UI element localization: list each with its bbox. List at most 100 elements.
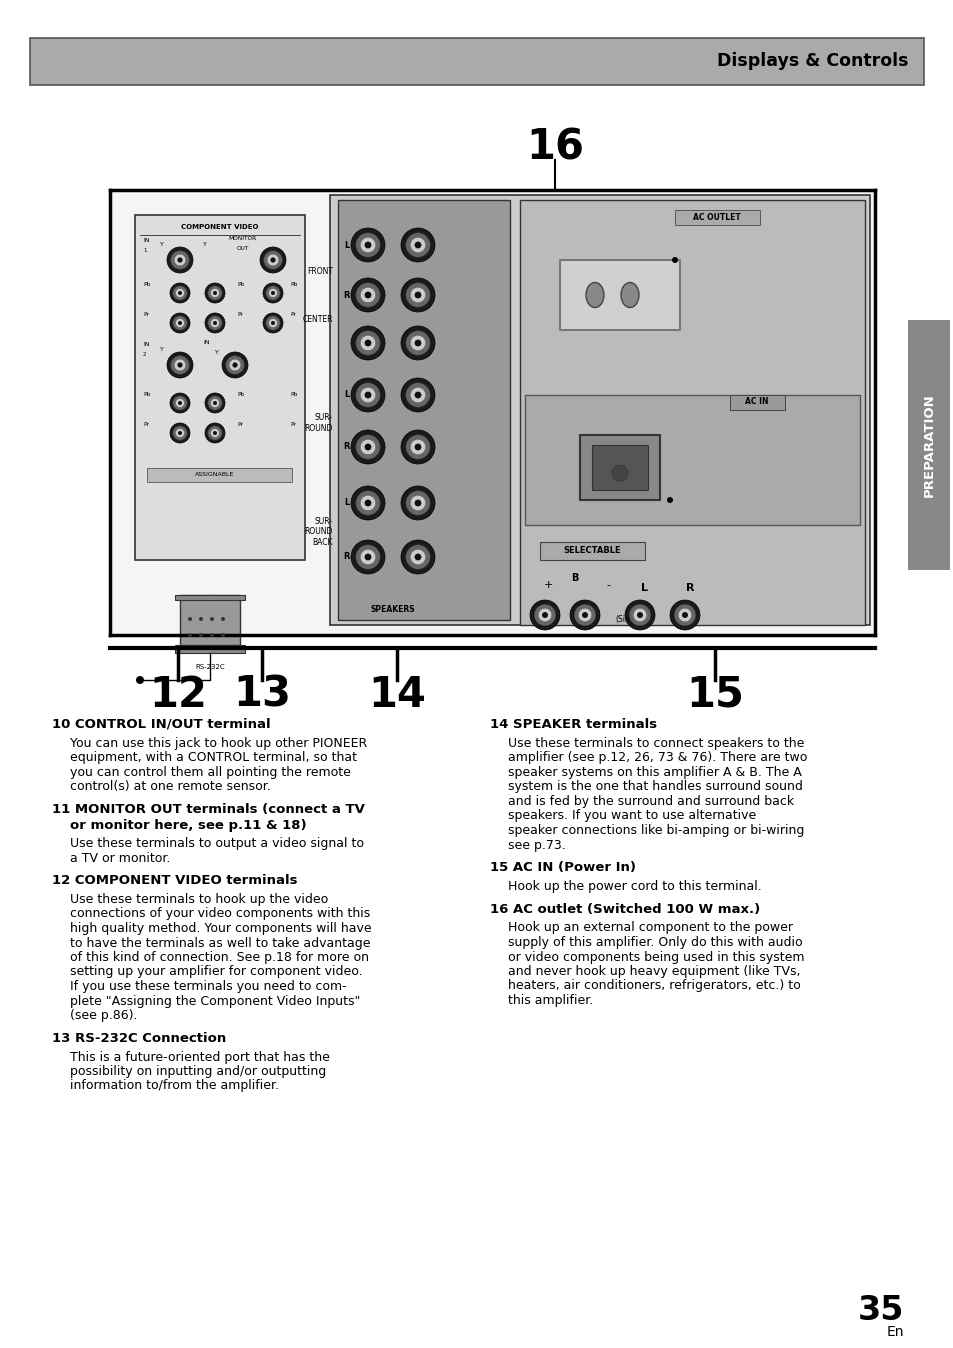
Text: possibility on inputting and/or outputting: possibility on inputting and/or outputti… [70, 1065, 326, 1078]
Circle shape [208, 426, 222, 441]
Circle shape [170, 394, 190, 412]
Circle shape [400, 541, 435, 574]
Circle shape [669, 600, 700, 630]
Text: speaker systems on this amplifier A & B. The A: speaker systems on this amplifier A & B.… [507, 766, 801, 779]
Text: Pr: Pr [290, 422, 295, 427]
Circle shape [263, 313, 283, 333]
Text: R: R [343, 291, 350, 299]
Circle shape [355, 233, 380, 257]
Text: 15 AC IN (Power In): 15 AC IN (Power In) [490, 861, 636, 874]
Circle shape [188, 634, 192, 638]
Text: 14 SPEAKER terminals: 14 SPEAKER terminals [490, 718, 657, 731]
Circle shape [637, 612, 642, 617]
Text: SELECTABLE: SELECTABLE [562, 546, 620, 555]
Text: 16: 16 [525, 127, 583, 168]
Circle shape [360, 287, 375, 303]
Circle shape [360, 439, 375, 454]
Text: COMPONENT VIDEO: COMPONENT VIDEO [181, 224, 258, 231]
Circle shape [172, 315, 187, 330]
Text: 14: 14 [368, 674, 425, 716]
Circle shape [174, 359, 186, 371]
Text: heaters, air conditioners, refrigerators, etc.) to: heaters, air conditioners, refrigerators… [507, 980, 800, 992]
Circle shape [674, 604, 695, 625]
Text: IN: IN [143, 237, 150, 243]
Text: +: + [543, 580, 552, 590]
Circle shape [355, 435, 380, 460]
Text: (see p.86).: (see p.86). [70, 1010, 137, 1022]
Text: R: R [343, 442, 350, 452]
Text: or video components being used in this system: or video components being used in this s… [507, 950, 803, 964]
Circle shape [671, 257, 678, 263]
Circle shape [170, 313, 190, 333]
Circle shape [233, 363, 237, 368]
Text: -: - [605, 580, 609, 590]
Text: control(s) at one remote sensor.: control(s) at one remote sensor. [70, 780, 271, 794]
Text: Pb: Pb [290, 392, 297, 398]
Text: and never hook up heavy equipment (like TVs,: and never hook up heavy equipment (like … [507, 965, 800, 979]
Text: R: R [685, 582, 694, 593]
Bar [180, 594, 240, 644]
Circle shape [351, 430, 385, 464]
Bar [675, 210, 760, 225]
Circle shape [136, 675, 144, 683]
Text: Hook up the power cord to this terminal.: Hook up the power cord to this terminal. [507, 880, 760, 892]
Text: Pr: Pr [143, 313, 149, 318]
Text: supply of this amplifier. Only do this with audio: supply of this amplifier. Only do this w… [507, 936, 801, 949]
Text: setting up your amplifier for component video.: setting up your amplifier for component … [70, 965, 362, 979]
Text: Y: Y [160, 243, 164, 248]
Circle shape [574, 604, 596, 625]
Text: 11 MONITOR OUT terminals (connect a TV: 11 MONITOR OUT terminals (connect a TV [52, 803, 364, 816]
Circle shape [351, 377, 385, 412]
Circle shape [222, 352, 248, 377]
Text: system is the one that handles surround sound: system is the one that handles surround … [507, 780, 802, 794]
Circle shape [351, 326, 385, 360]
Circle shape [221, 617, 225, 621]
Text: to have the terminals as well to take advantage: to have the terminals as well to take ad… [70, 937, 370, 949]
Text: Pb: Pb [290, 283, 297, 287]
Circle shape [410, 336, 425, 350]
Bar [592, 445, 647, 491]
Ellipse shape [585, 283, 603, 307]
Circle shape [405, 283, 430, 307]
Circle shape [221, 634, 225, 638]
Text: If you use these terminals you need to com-: If you use these terminals you need to c… [70, 980, 346, 993]
Circle shape [405, 435, 430, 460]
Text: AC OUTLET: AC OUTLET [693, 213, 740, 221]
Text: information to/from the amplifier.: information to/from the amplifier. [70, 1080, 278, 1092]
Circle shape [351, 487, 385, 520]
Circle shape [581, 612, 587, 617]
Circle shape [270, 257, 275, 263]
Text: high quality method. Your components will have: high quality method. Your components wil… [70, 922, 372, 936]
Circle shape [405, 383, 430, 407]
Text: AC IN: AC IN [744, 398, 768, 407]
Bar [147, 468, 292, 483]
Circle shape [268, 318, 277, 328]
Circle shape [400, 278, 435, 311]
Circle shape [355, 491, 380, 515]
Circle shape [415, 340, 421, 346]
Circle shape [360, 495, 375, 511]
Bar [524, 395, 859, 524]
Circle shape [199, 617, 203, 621]
Circle shape [351, 228, 385, 262]
Bar [579, 435, 659, 500]
Circle shape [178, 431, 182, 435]
Text: L: L [344, 240, 350, 249]
Bar [135, 214, 305, 559]
Circle shape [364, 340, 371, 346]
Circle shape [405, 330, 430, 356]
Circle shape [172, 426, 187, 441]
Text: OUT: OUT [236, 245, 249, 251]
Text: MONITOR: MONITOR [229, 236, 257, 240]
Circle shape [208, 396, 222, 410]
Text: or monitor here, see p.11 & 18): or monitor here, see p.11 & 18) [70, 820, 306, 832]
Text: SUR-
ROUND: SUR- ROUND [304, 414, 333, 433]
Circle shape [175, 288, 184, 298]
Text: Y: Y [160, 348, 164, 352]
Circle shape [177, 363, 182, 368]
Text: Pb: Pb [143, 392, 151, 398]
Text: amplifier (see p.12, 26, 73 & 76). There are two: amplifier (see p.12, 26, 73 & 76). There… [507, 751, 806, 764]
Text: 13: 13 [233, 674, 291, 716]
Circle shape [210, 634, 213, 638]
Circle shape [210, 617, 213, 621]
